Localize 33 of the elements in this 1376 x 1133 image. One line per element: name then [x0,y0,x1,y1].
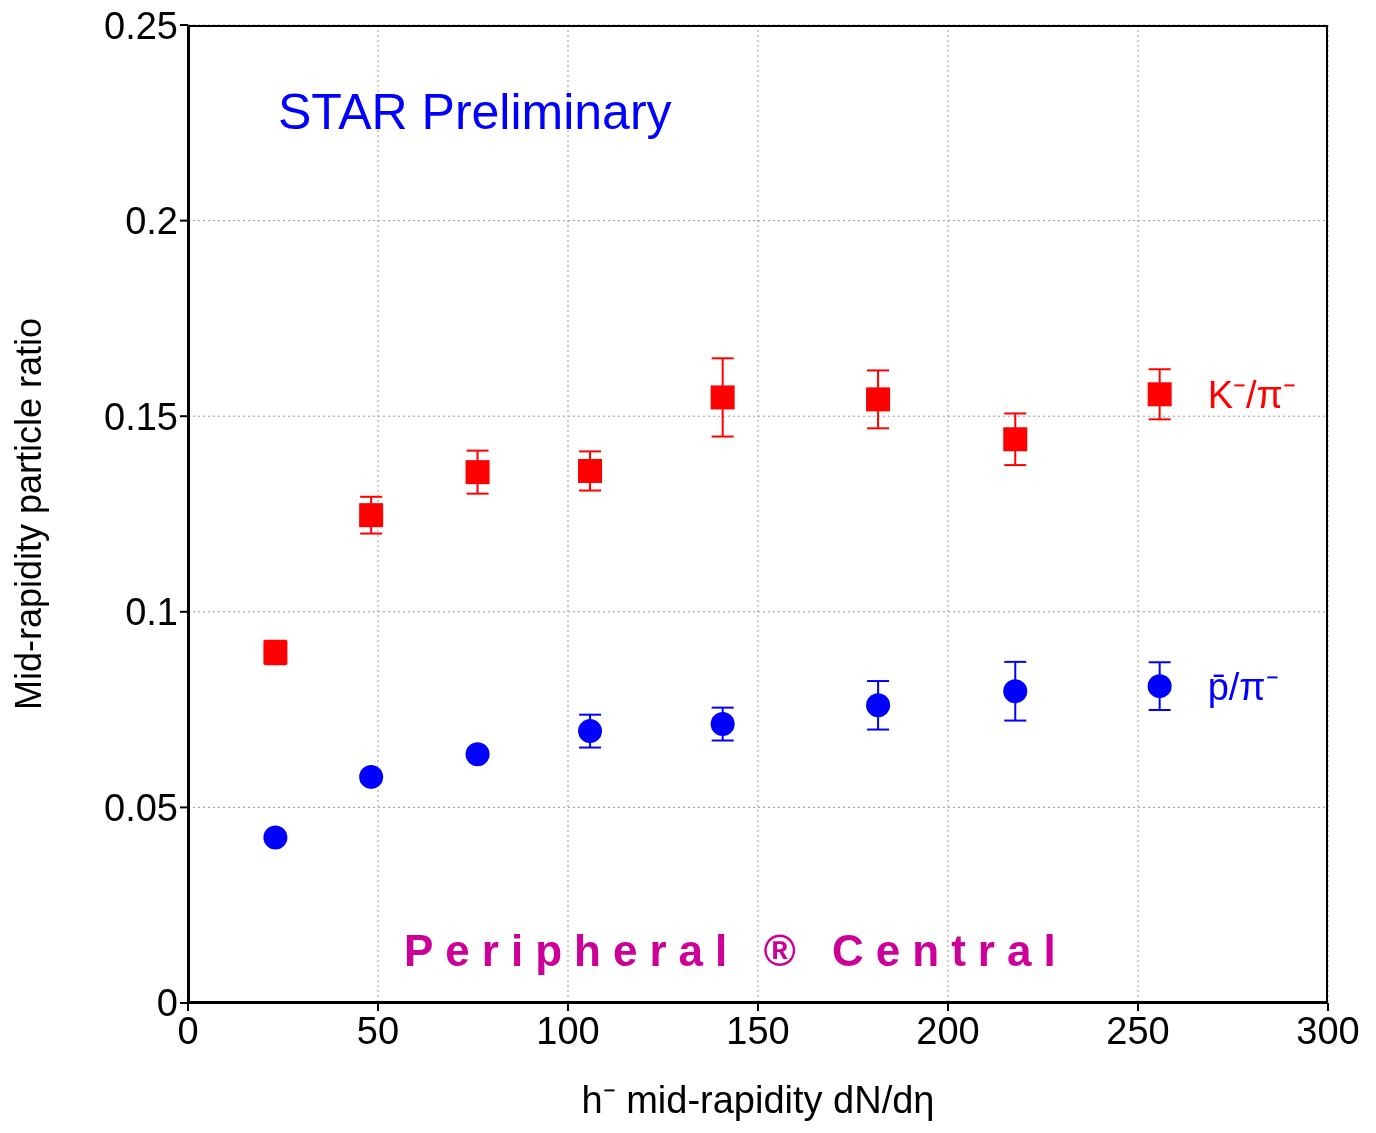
y-tick-label: 0.05 [104,786,178,829]
annotation: Peripheral ® Central [404,926,1068,976]
point [578,458,603,483]
x-tick-label: 300 [1296,1009,1360,1052]
point [359,764,384,789]
point [578,719,603,744]
y-tick-label: 0.15 [104,395,178,438]
y-tick-label: 0 [156,982,178,1025]
x-tick-label: 50 [356,1009,400,1052]
y-axis-title: Mid-rapidity particle ratio [7,317,49,711]
point [465,460,490,485]
x-axis-title: h⁻ mid-rapidity dN/dη [581,1079,935,1121]
annotation: STAR Preliminary [278,83,672,141]
point [1147,382,1172,407]
y-tick-label: 0.25 [104,4,178,47]
point [359,503,384,528]
x-tick-label: 250 [1106,1009,1170,1052]
series-label: p̄/π⁻ [1207,666,1279,709]
point [1147,674,1172,699]
point [465,742,490,767]
y-tick-label: 0.2 [125,200,178,243]
point [866,387,891,412]
y-tick-label: 0.1 [125,591,178,634]
point [1003,427,1028,452]
series-label: K⁻/π⁻ [1207,374,1296,417]
point [710,712,735,737]
point [1003,679,1028,704]
x-tick-label: 100 [536,1009,600,1052]
point [263,825,288,850]
x-tick-label: 150 [726,1009,790,1052]
x-tick-label: 200 [916,1009,980,1052]
point [866,693,891,718]
point [710,385,735,410]
